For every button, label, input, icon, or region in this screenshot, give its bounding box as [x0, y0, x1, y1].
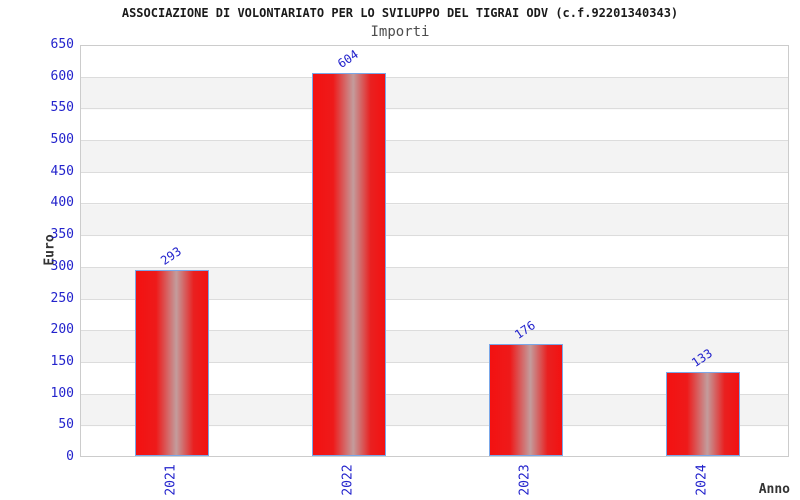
y-tick-label: 150 — [50, 353, 74, 369]
gridline — [81, 393, 788, 395]
gridline — [81, 235, 788, 237]
y-tick-label: 550 — [50, 100, 74, 116]
chart-subtitle: Importi — [370, 24, 430, 40]
x-tick-label: 2023 — [517, 464, 533, 496]
y-tick-label: 100 — [50, 385, 74, 401]
gridline — [81, 140, 788, 142]
y-tick-label: 650 — [50, 37, 74, 52]
x-axis-title: Anno — [758, 482, 790, 497]
y-tick-label: 500 — [50, 132, 74, 148]
x-tick-label: 2024 — [694, 464, 710, 496]
y-tick-label: 250 — [50, 290, 74, 306]
gridline — [81, 425, 788, 427]
gridline — [81, 108, 788, 110]
plot-area — [80, 45, 789, 457]
gridline — [81, 298, 788, 300]
gridline — [81, 266, 788, 268]
y-tick-label: 350 — [50, 227, 74, 243]
y-tick-label: 50 — [58, 417, 74, 433]
gridline — [81, 171, 788, 173]
x-tick-label: 2022 — [340, 464, 356, 496]
bar-2024 — [666, 371, 741, 456]
bar-2023 — [489, 344, 564, 456]
y-tick-label: 200 — [50, 322, 74, 338]
y-tick-label: 300 — [50, 258, 74, 274]
chart-title: ASSOCIAZIONE DI VOLONTARIATO PER LO SVIL… — [121, 6, 679, 20]
y-tick-label: 0 — [66, 449, 74, 464]
gridline — [81, 76, 788, 78]
y-tick-label: 400 — [50, 195, 74, 211]
y-tick-label: 600 — [50, 68, 74, 84]
bar-2022 — [311, 73, 386, 456]
x-tick-label: 2021 — [163, 464, 179, 496]
gridline — [81, 330, 788, 332]
y-tick-label: 450 — [50, 163, 74, 179]
bar-2021 — [134, 270, 209, 456]
gridline — [81, 361, 788, 363]
gridline — [81, 203, 788, 205]
